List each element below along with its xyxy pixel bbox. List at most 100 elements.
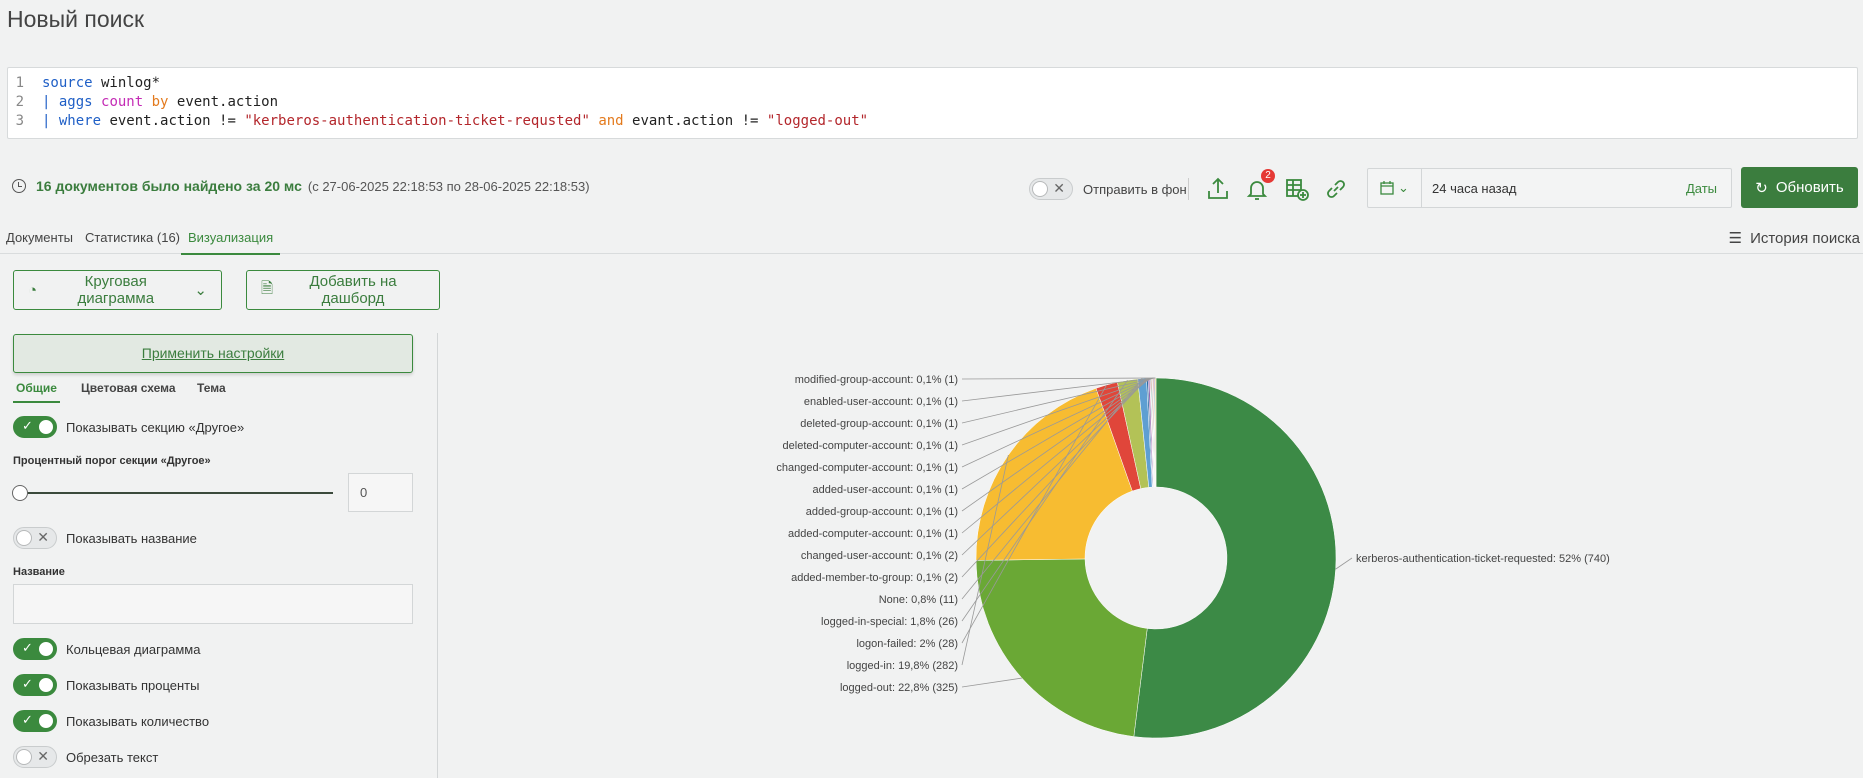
- pie-slice-logged-in-special[interactable]: [1117, 378, 1150, 489]
- query-token: where: [58, 113, 102, 129]
- pie-slice-enabled-user-account[interactable]: [1154, 377, 1156, 488]
- threshold-input[interactable]: 0: [348, 473, 413, 512]
- query-token: count: [101, 94, 144, 110]
- divider: [1188, 178, 1189, 200]
- pie-label-leader: [1335, 557, 1353, 570]
- line-number: 2: [15, 94, 24, 110]
- refresh-button[interactable]: ↻ Обновить: [1741, 167, 1858, 208]
- pie-slice-None[interactable]: [1137, 377, 1153, 488]
- add-dashboard-button[interactable]: 🗎 Добавить на дашборд: [246, 270, 440, 310]
- chart-type-label: Круговая диаграмма: [77, 273, 155, 307]
- trim-text-toggle[interactable]: ✕: [13, 746, 57, 768]
- pie-label-leader: [961, 380, 1128, 622]
- pie-label: added-member-to-group: 0,1% (2): [791, 572, 958, 584]
- pie-slice-changed-user-account[interactable]: [1147, 377, 1154, 488]
- search-history-button[interactable]: ☰ История поиска: [1728, 229, 1860, 248]
- pie-label-leader: [961, 377, 1150, 556]
- pie-label-leader: [961, 377, 1155, 402]
- show-count-toggle[interactable]: ✓: [13, 710, 57, 732]
- donut-toggle[interactable]: ✓: [13, 638, 57, 660]
- query-line[interactable]: 2 | aggs count by event.action: [8, 93, 1857, 112]
- chart-type-select[interactable]: ◔ Круговая диаграмма ⌄: [13, 270, 222, 310]
- pie-slice-logon-failed[interactable]: [1095, 381, 1142, 492]
- pie-slice-added-group-account[interactable]: [1150, 377, 1155, 488]
- query-line[interactable]: 3 | where event.action != "kerberos-authe…: [8, 112, 1857, 131]
- apply-settings-button[interactable]: Применить настройки: [13, 334, 413, 373]
- table-add-icon[interactable]: [1282, 175, 1310, 203]
- add-dashboard-label: Добавить на дашборд: [309, 273, 397, 307]
- pie-label-leader: [961, 377, 1152, 490]
- pie-label: kerberos-authentication-ticket-requested…: [1356, 553, 1610, 565]
- pie-label-leader: [961, 377, 1156, 380]
- trim-text-label: Обрезать текст: [66, 749, 159, 765]
- dates-link[interactable]: Даты: [1685, 180, 1717, 196]
- show-count-label: Показывать количество: [66, 713, 210, 729]
- bell-icon[interactable]: 2: [1243, 169, 1275, 203]
- setting-show-name: ✕ Показывать название: [13, 527, 197, 549]
- pie-slice-deleted-group-account[interactable]: [1153, 377, 1156, 488]
- pie-slice-kerberos-authentication-ticket-requested[interactable]: [1133, 377, 1337, 739]
- document-icon: 🗎: [261, 279, 274, 297]
- query-editor[interactable]: 1 source winlog* 2 | aggs count by event.ac…: [7, 67, 1858, 139]
- query-token: evant.action !=: [623, 113, 767, 129]
- show-percent-toggle[interactable]: ✓: [13, 674, 57, 696]
- date-value[interactable]: 24 часа назад: [1432, 180, 1517, 196]
- calendar-icon[interactable]: ⌄: [1368, 169, 1422, 207]
- pie-label: enabled-user-account: 0,1% (1): [804, 396, 958, 408]
- show-other-label: Показывать секцию «Другое»: [66, 419, 245, 435]
- pie-label: changed-computer-account: 0,1% (1): [776, 462, 958, 474]
- search-history-label: История поиска: [1750, 229, 1860, 247]
- query-line[interactable]: 1 source winlog*: [8, 74, 1857, 93]
- tab-documents[interactable]: Документы: [6, 230, 74, 245]
- pie-slice-logged-out[interactable]: [975, 558, 1148, 737]
- refresh-label: Обновить: [1775, 179, 1844, 196]
- pie-label-leader: [961, 384, 1107, 644]
- list-icon: ☰: [1728, 230, 1743, 247]
- show-name-label: Показывать название: [66, 530, 197, 546]
- pie-label-leader: [961, 377, 1151, 534]
- pie-slice-added-user-account[interactable]: [1150, 377, 1155, 488]
- pie-label: logged-in: 19,8% (282): [847, 660, 958, 672]
- page-title: Новый поиск: [7, 6, 145, 32]
- export-icon[interactable]: [1204, 175, 1232, 203]
- date-picker: ⌄ 24 часа назад Даты: [1367, 168, 1732, 208]
- panel-divider: [437, 333, 438, 778]
- setting-show-other: ✓ Показывать секцию «Другое»: [13, 416, 244, 438]
- pie-label: None: 0,8% (11): [879, 594, 958, 606]
- link-icon[interactable]: [1322, 175, 1350, 203]
- pie-slice-changed-computer-account[interactable]: [1151, 377, 1156, 488]
- setting-donut: ✓ Кольцевая диаграмма: [13, 638, 200, 660]
- pie-slice-modified-group-account[interactable]: [1154, 377, 1157, 488]
- query-token: event.action: [168, 94, 279, 110]
- subtab-theme[interactable]: Тема: [197, 381, 226, 395]
- time-range: (с 27-06-2025 22:18:53 по 28-06-2025 22:…: [307, 178, 590, 194]
- query-token: event.action !=: [101, 113, 245, 129]
- show-name-toggle[interactable]: ✕: [13, 527, 57, 549]
- pie-slice-added-computer-account[interactable]: [1149, 377, 1155, 488]
- threshold-slider-track[interactable]: [20, 492, 333, 494]
- pie-label-leader: [961, 377, 1152, 512]
- show-other-toggle[interactable]: ✓: [13, 416, 57, 438]
- threshold-label: Процентный порог секции «Другое»: [13, 455, 211, 467]
- setting-trim-text: ✕ Обрезать текст: [13, 746, 158, 768]
- subtab-general[interactable]: Общие: [13, 381, 60, 403]
- pie-slice-logged-in[interactable]: [975, 387, 1133, 561]
- chevron-down-icon: ⌄: [1398, 180, 1409, 195]
- pie-slice-deleted-computer-account[interactable]: [1152, 377, 1156, 488]
- threshold-slider-handle[interactable]: [12, 485, 28, 501]
- query-token: |: [42, 113, 59, 129]
- setting-show-count: ✓ Показывать количество: [13, 710, 209, 732]
- pie-chart-icon: ◔: [28, 281, 38, 299]
- tab-statistics[interactable]: Статистика (16): [85, 230, 181, 245]
- pie-label-leader: [961, 377, 1155, 424]
- name-input[interactable]: [13, 584, 413, 624]
- pie-label: logged-out: 22,8% (325): [840, 682, 958, 694]
- pie-slice-added-member-to-group[interactable]: [1146, 377, 1154, 488]
- tab-visualization[interactable]: Визуализация: [181, 230, 281, 255]
- pie-label-leader: [961, 377, 1153, 468]
- subtab-colors[interactable]: Цветовая схема: [81, 381, 176, 395]
- send-background-toggle[interactable]: ✕: [1029, 178, 1073, 200]
- query-token: and: [598, 113, 624, 129]
- pie-label-leader: [961, 677, 1022, 688]
- search-status: 16 документов было найдено за 20 мс (с 2…: [12, 178, 590, 194]
